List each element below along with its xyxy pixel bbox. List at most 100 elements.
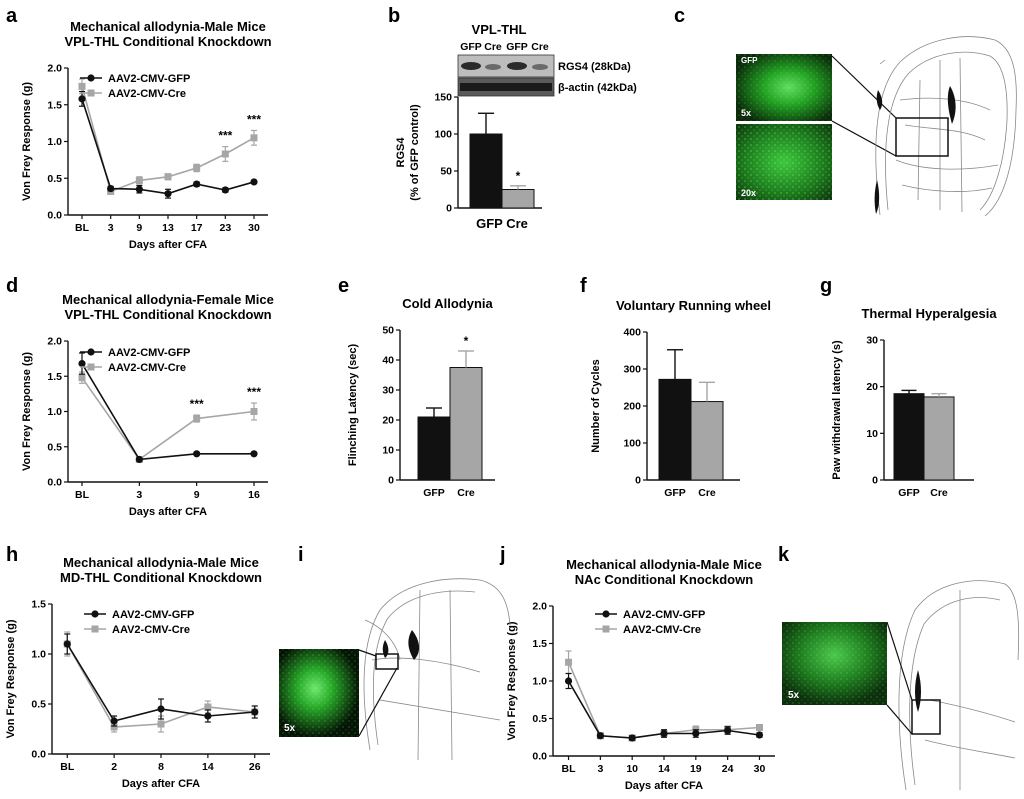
bar-cre [449,367,483,481]
chart-g: 0 10 20 30 Thermal Hyperalgesia GFP Cre Paw wit… [831,306,997,499]
data-point-gfp [110,717,118,725]
y-tick-label: 50 [440,166,452,178]
legend-marker-cre [87,89,95,97]
significance-marker: *** [247,112,261,126]
blot-strip-rgs4 [457,54,555,78]
y-tick-label: 0 [872,475,878,487]
y-tick-label: 1.5 [532,638,547,650]
significance-marker: *** [247,385,261,399]
y-tick-label: 1.0 [47,136,62,148]
x-tick-label: 24 [722,763,734,775]
significance-marker: * [516,169,521,183]
zoom-line [358,649,377,657]
y-tick-label: 1.5 [31,599,46,611]
significance-marker: *** [190,397,204,411]
y-tick-label: 1.0 [532,676,547,688]
micrograph-mag: 20x [741,188,756,198]
legend-label-cre: AAV2-CMV-Cre [112,624,190,636]
micrograph-mag: 5x [284,723,296,734]
y-tick-label: 20 [866,381,878,393]
chart-title: Cold Allodynia [402,296,493,311]
legend-label-cre: AAV2-CMV-Cre [623,624,701,636]
bar-cre [501,189,535,209]
data-point-gfp [135,185,143,193]
panel-label-e: e [338,275,349,297]
y-axis-label: Von Frey Response (g) [5,619,17,738]
chart-h: 0.0 0.5 1.0 1.5 Mechanical allodynia-Male Mi… [5,555,270,790]
data-point-cre [250,134,258,142]
data-point-cre [250,408,258,415]
y-tick-label: 2.0 [47,336,62,348]
y-axis-label: Paw withdrawal latency (s) [831,340,843,480]
chart-title: Mechanical allodynia-Male Mice [63,555,259,570]
bar-cre [690,401,724,481]
data-point-gfp [692,729,700,738]
blot-label-rgs4: RGS4 (28kDa) [558,61,631,73]
chart-f: 0 100 200 300 400 Voluntary Running wheel GFP C… [590,298,771,499]
data-point-cre [164,173,172,181]
x-tick-label: GFP [423,487,445,499]
y-tick-label: 200 [623,401,641,413]
y-tick-label: 20 [382,415,394,427]
chart-title: Thermal Hyperalgesia [861,306,997,321]
ventricle [874,180,880,214]
data-point-cre [78,374,86,382]
y-tick-label: 0.0 [47,477,62,489]
legend-marker-cre [91,625,99,633]
roi-box [375,653,399,670]
significance-marker: *** [218,129,232,143]
x-tick-label: 3 [136,489,142,501]
y-axis-label: Von Frey Response (g) [21,352,33,471]
chart-subtitle: NAc Conditional Knockdown [575,572,753,587]
y-tick-label: 10 [382,445,394,457]
y-tick-label: 2.0 [532,601,547,613]
panel-label-c: c [674,5,685,27]
panel-label-b: b [388,5,400,27]
data-point-gfp [724,726,732,735]
x-tick-label: Cre [457,487,475,499]
blot-band [532,64,548,70]
data-point-cre [110,723,118,731]
panel-label-i: i [298,544,304,566]
lane-label: GFP [506,41,528,53]
x-axis-label: Days after CFA [129,239,207,251]
y-axis-label: Von Frey Response (g) [506,621,518,740]
y-tick-label: 300 [623,364,641,376]
x-tick-label: BL [75,222,90,234]
micrograph-i-speckle [279,649,359,737]
chart-a: 0.0 0.5 1.0 1.5 2.0 Mechanical allodynia-Male… [21,19,272,251]
data-point-gfp [204,712,212,720]
data-point-gfp [755,731,764,739]
data-point-gfp [164,190,172,198]
data-point-cre [204,703,212,711]
legend-label-gfp: AAV2-CMV-GFP [112,609,194,621]
x-tick-label: 10 [626,763,638,775]
micrograph-k-speckle [782,622,887,705]
data-point-gfp [660,729,668,738]
y-tick-label: 0.5 [532,713,547,725]
x-tick-label: 9 [136,222,142,234]
data-point-gfp [628,734,636,742]
bar-cre [923,396,955,481]
y-tick-label: 0 [446,203,452,215]
legend-marker-gfp [91,610,99,618]
blot-header: VPL-THL [472,22,527,37]
data-point-gfp [107,184,115,193]
x-tick-label: 26 [249,761,261,773]
y-tick-label: 40 [382,355,394,367]
ventricle [382,640,389,658]
data-point-cre [755,724,763,731]
x-tick-label: 9 [194,489,200,501]
data-point-gfp [135,455,143,464]
zoom-line [886,704,913,735]
zoom-line [831,120,897,157]
data-point-gfp [251,708,259,716]
legend-marker-gfp [87,348,95,356]
x-tick-label: 16 [248,489,260,501]
x-tick-label: 3 [597,763,603,775]
y-axis-label: Von Frey Response (g) [21,82,33,201]
data-point-gfp [596,732,604,740]
y-tick-label: 2.0 [47,63,62,75]
data-point-cre [193,164,201,172]
